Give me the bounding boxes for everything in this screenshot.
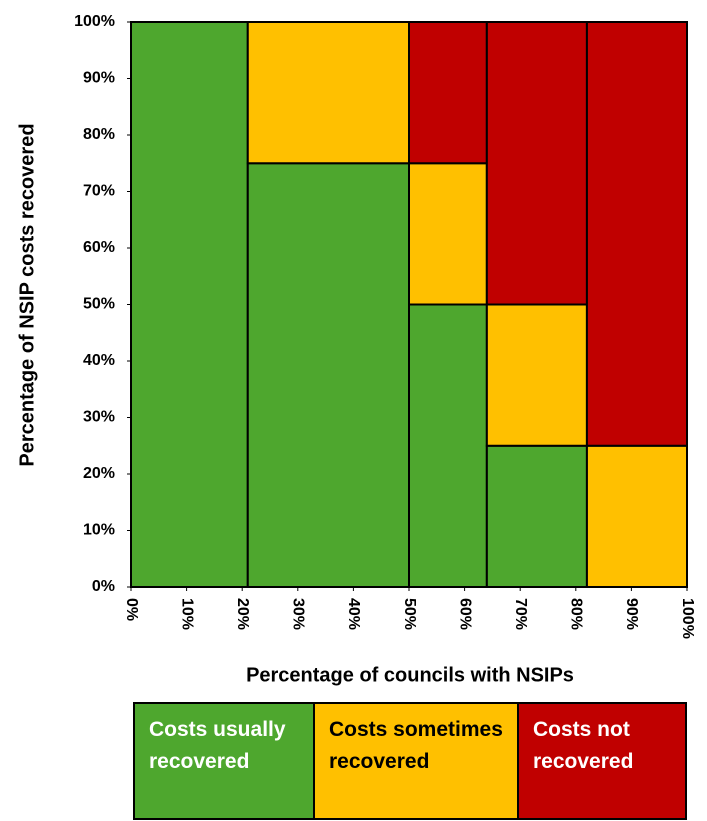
x-tick-label: 40% — [345, 598, 362, 630]
x-tick-label: 70% — [512, 598, 529, 630]
x-tick-label: 100% — [679, 598, 696, 639]
y-tick-label: 20% — [83, 465, 115, 482]
x-tick-label: 90% — [623, 598, 640, 630]
mosaic-cell — [408, 162, 488, 306]
y-tick-label: 80% — [83, 126, 115, 143]
x-tick-label: 20% — [234, 598, 251, 630]
y-tick-label: 70% — [83, 183, 115, 200]
plot-border — [130, 21, 688, 588]
y-tick-label: 100% — [74, 13, 115, 30]
x-tick-label: 30% — [290, 598, 307, 630]
y-tick-label: 10% — [83, 522, 115, 539]
y-tick-label: 40% — [83, 352, 115, 369]
y-axis-title: Percentage of NSIP costs recovered — [16, 123, 38, 466]
mosaic-cell — [485, 21, 588, 306]
legend-entry: Costs usually recovered — [133, 702, 315, 820]
x-tick-label: 10% — [178, 598, 195, 630]
mosaic-cell — [485, 303, 588, 447]
mosaic-cell — [408, 303, 488, 588]
mosaic-cell — [408, 21, 488, 165]
mosaic-cell — [246, 21, 410, 165]
x-tick-label: 50% — [401, 598, 418, 630]
mosaic-cell — [585, 21, 688, 447]
x-tick-label: 0% — [123, 598, 140, 621]
y-tick-label: 50% — [83, 296, 115, 313]
mosaic-cell — [246, 162, 410, 588]
y-tick-label: 30% — [83, 409, 115, 426]
legend-entry: Costs sometimes recovered — [313, 702, 519, 820]
y-tick-label: 0% — [92, 578, 115, 595]
mosaic-cell — [485, 444, 588, 588]
x-tick-label: 60% — [456, 598, 473, 630]
y-tick-label: 90% — [83, 70, 115, 87]
mosaic-cell — [585, 444, 688, 588]
mosaic-cell — [130, 21, 249, 588]
legend-entry: Costs not recovered — [517, 702, 687, 820]
y-tick-label: 60% — [83, 239, 115, 256]
x-axis-title: Percentage of councils with NSIPs — [246, 664, 574, 686]
x-tick-label: 80% — [568, 598, 585, 630]
